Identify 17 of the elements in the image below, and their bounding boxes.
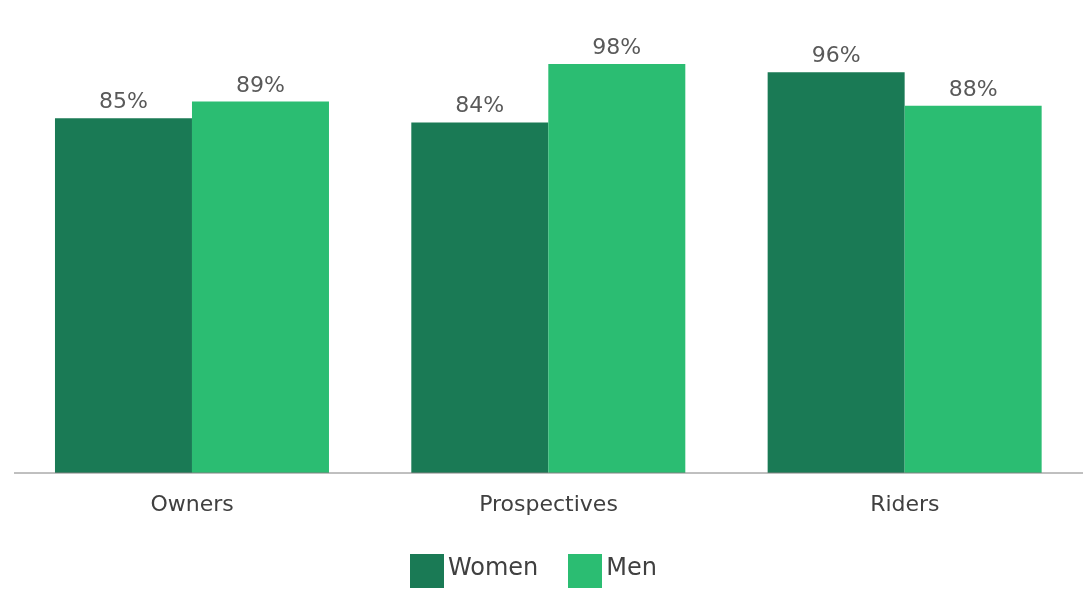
data-label: 85% — [99, 88, 148, 114]
data-label: 98% — [592, 34, 642, 59]
data-label: 96% — [811, 42, 861, 68]
bar — [767, 72, 905, 473]
legend-label: Women — [447, 553, 539, 581]
data-label: 88% — [948, 75, 998, 101]
bar — [411, 122, 549, 473]
bar — [548, 64, 686, 473]
x-tick-label: Owners — [150, 490, 234, 516]
bar — [904, 105, 1042, 473]
x-tick-label: Prospectives — [479, 490, 618, 516]
data-label: 89% — [236, 71, 285, 97]
bar — [191, 101, 329, 473]
bar — [54, 118, 192, 473]
x-tick-label: Riders — [870, 490, 940, 516]
legend-label: Men — [606, 553, 658, 581]
data-label: 84% — [455, 92, 505, 118]
